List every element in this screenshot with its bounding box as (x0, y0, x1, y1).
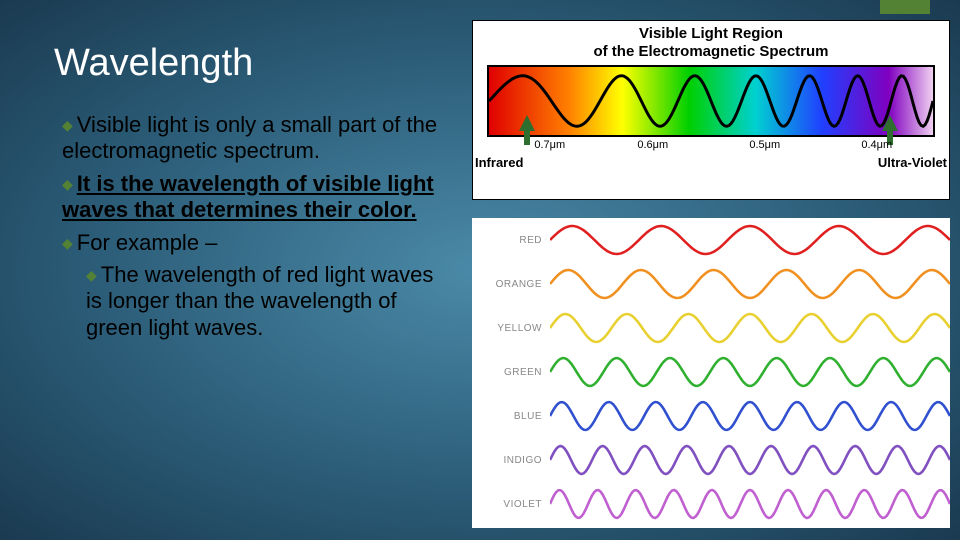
spectrum-ticks: 0.7μm 0.6μm 0.5μm 0.4μm (487, 137, 935, 155)
wave-line (550, 220, 950, 260)
spectrum-title: Visible Light Region of the Electromagne… (473, 21, 949, 61)
bullet-text: Visible light is only a small part of th… (62, 112, 437, 163)
wave-label: GREEN (472, 367, 550, 378)
wave-row: ORANGE (472, 262, 950, 306)
tick-label: 0.6μm (637, 139, 668, 151)
wave-label: VIOLET (472, 499, 550, 510)
wave-label: BLUE (472, 411, 550, 422)
tick-label: 0.5μm (749, 139, 780, 151)
wave-row: YELLOW (472, 306, 950, 350)
wave-line (550, 264, 950, 304)
wave-line (550, 396, 950, 436)
bullet-text: The wavelength of red light waves is lon… (86, 262, 433, 340)
wave-line (550, 484, 950, 524)
bullet-text: For example – (77, 230, 218, 255)
ultraviolet-label: Ultra-Violet (878, 155, 947, 170)
wave-line (550, 352, 950, 392)
bullet-item: For example – (62, 230, 442, 256)
bullet-subitem: The wavelength of red light waves is lon… (86, 262, 442, 341)
infrared-label: Infrared (475, 155, 523, 170)
wave-label: RED (472, 235, 550, 246)
bullet-text: It is the wavelength of visible light wa… (62, 171, 434, 222)
wave-row: INDIGO (472, 438, 950, 482)
wave-row: GREEN (472, 350, 950, 394)
arrow-up-icon (882, 115, 898, 131)
bullet-list: Visible light is only a small part of th… (62, 112, 442, 347)
accent-box (880, 0, 930, 14)
bullet-item: It is the wavelength of visible light wa… (62, 171, 442, 224)
spectrum-panel: Visible Light Region of the Electromagne… (472, 20, 950, 200)
spectrum-gradient (487, 65, 935, 137)
wave-label: INDIGO (472, 455, 550, 466)
bullet-item: Visible light is only a small part of th… (62, 112, 442, 165)
wave-row: VIOLET (472, 482, 950, 526)
tick-label: 0.7μm (534, 139, 565, 151)
wave-line (550, 308, 950, 348)
color-waves-panel: RED ORANGE YELLOW GREEN BLUE INDIGO VIOLET (472, 218, 950, 528)
wave-label: YELLOW (472, 323, 550, 334)
arrow-up-icon (519, 115, 535, 131)
title-line: of the Electromagnetic Spectrum (593, 43, 828, 60)
tick-label: 0.4μm (861, 139, 892, 151)
title-line: Visible Light Region (639, 25, 783, 42)
wave-line (550, 440, 950, 480)
wave-row: RED (472, 218, 950, 262)
wave-label: ORANGE (472, 279, 550, 290)
page-title: Wavelength (54, 42, 253, 85)
wave-row: BLUE (472, 394, 950, 438)
